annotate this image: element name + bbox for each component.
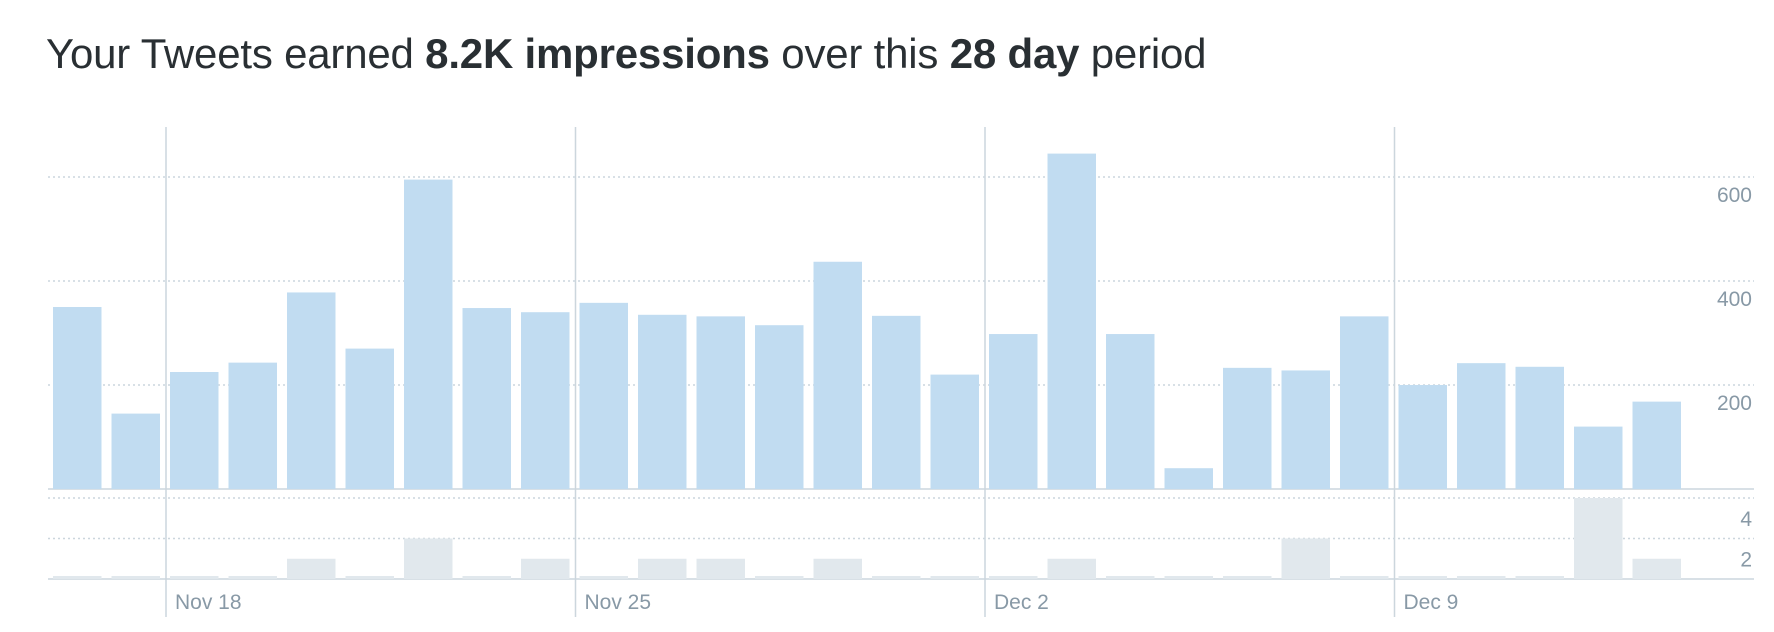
secondary-bar[interactable]	[170, 576, 219, 579]
summary-headline: Your Tweets earned 8.2K impressions over…	[46, 30, 1207, 78]
secondary-bar[interactable]	[638, 558, 687, 579]
summary-impressions: 8.2K impressions	[425, 30, 770, 77]
secondary-bar[interactable]	[930, 576, 980, 579]
impressions-bar[interactable]	[1340, 316, 1389, 489]
impressions-bar[interactable]	[872, 315, 921, 489]
y-tick-label: 200	[1717, 392, 1752, 415]
secondary-bar[interactable]	[813, 558, 863, 579]
impressions-bar[interactable]	[755, 325, 804, 489]
impressions-bar[interactable]	[1164, 468, 1214, 489]
secondary-bar[interactable]	[1574, 498, 1623, 579]
secondary-bar[interactable]	[696, 558, 746, 579]
secondary-bar[interactable]	[1281, 538, 1331, 580]
impressions-bar[interactable]	[1515, 366, 1565, 489]
impressions-bar[interactable]	[111, 413, 161, 489]
x-tick-label: Dec 9	[1404, 591, 1459, 614]
impressions-bar[interactable]	[638, 314, 687, 489]
impressions-bar[interactable]	[228, 362, 278, 489]
secondary-bar[interactable]	[579, 576, 629, 579]
secondary-bar[interactable]	[1164, 576, 1214, 579]
secondary-bar[interactable]	[345, 576, 395, 579]
x-tick-label: Dec 2	[994, 591, 1049, 614]
summary-prefix: Your Tweets earned	[46, 30, 414, 77]
secondary-bars	[53, 498, 1681, 579]
summary-suffix: period	[1090, 30, 1207, 77]
impressions-bar[interactable]	[287, 292, 336, 489]
secondary-bar[interactable]	[989, 576, 1038, 579]
secondary-bar[interactable]	[521, 558, 570, 579]
secondary-bar[interactable]	[111, 576, 161, 579]
x-tick-label: Nov 25	[585, 591, 652, 614]
secondary-bar[interactable]	[1340, 576, 1389, 579]
impressions-bar[interactable]	[1047, 153, 1097, 489]
impressions-bar[interactable]	[696, 316, 746, 489]
secondary-y-tick-label: 2	[1740, 549, 1752, 572]
impressions-bar[interactable]	[1281, 370, 1331, 489]
impressions-bar[interactable]	[1106, 334, 1155, 489]
secondary-bar[interactable]	[1515, 576, 1565, 579]
secondary-bar[interactable]	[404, 538, 453, 580]
secondary-bar[interactable]	[287, 558, 336, 579]
secondary-bar[interactable]	[1398, 576, 1448, 579]
impressions-bar[interactable]	[1632, 401, 1682, 489]
impressions-bar[interactable]	[170, 372, 219, 489]
secondary-bar[interactable]	[1457, 576, 1506, 579]
impressions-bar[interactable]	[1223, 367, 1272, 489]
impressions-bar[interactable]	[989, 334, 1038, 489]
secondary-bar[interactable]	[53, 576, 102, 579]
impressions-bar[interactable]	[1457, 363, 1506, 489]
impressions-bar[interactable]	[579, 302, 629, 489]
impressions-bar[interactable]	[404, 179, 453, 489]
secondary-bar[interactable]	[228, 576, 278, 579]
impressions-bars	[53, 153, 1682, 489]
impressions-bar[interactable]	[1574, 426, 1623, 489]
secondary-bar[interactable]	[1632, 558, 1682, 579]
summary-middle: over this	[781, 30, 939, 77]
secondary-bar[interactable]	[1047, 558, 1097, 579]
y-tick-label: 600	[1717, 184, 1752, 207]
impressions-bar[interactable]	[345, 348, 395, 489]
impressions-bar[interactable]	[930, 374, 980, 489]
impressions-bar[interactable]	[813, 261, 863, 489]
chart-tick-labels: 200 400 600 2 4 Nov 18 Nov 25 Dec 2 Dec 9	[175, 184, 1752, 614]
x-tick-label: Nov 18	[175, 591, 242, 614]
secondary-bar[interactable]	[1106, 576, 1155, 579]
impressions-bar[interactable]	[53, 307, 102, 489]
secondary-bar[interactable]	[872, 576, 921, 579]
secondary-bar[interactable]	[1223, 576, 1272, 579]
secondary-bar[interactable]	[462, 576, 512, 579]
impressions-bar[interactable]	[1398, 385, 1448, 489]
secondary-y-tick-label: 4	[1740, 508, 1752, 531]
secondary-bar[interactable]	[755, 576, 804, 579]
y-tick-label: 400	[1717, 288, 1752, 311]
impressions-bar[interactable]	[521, 312, 570, 489]
impressions-bar[interactable]	[462, 308, 512, 489]
summary-period: 28 day	[949, 30, 1080, 77]
